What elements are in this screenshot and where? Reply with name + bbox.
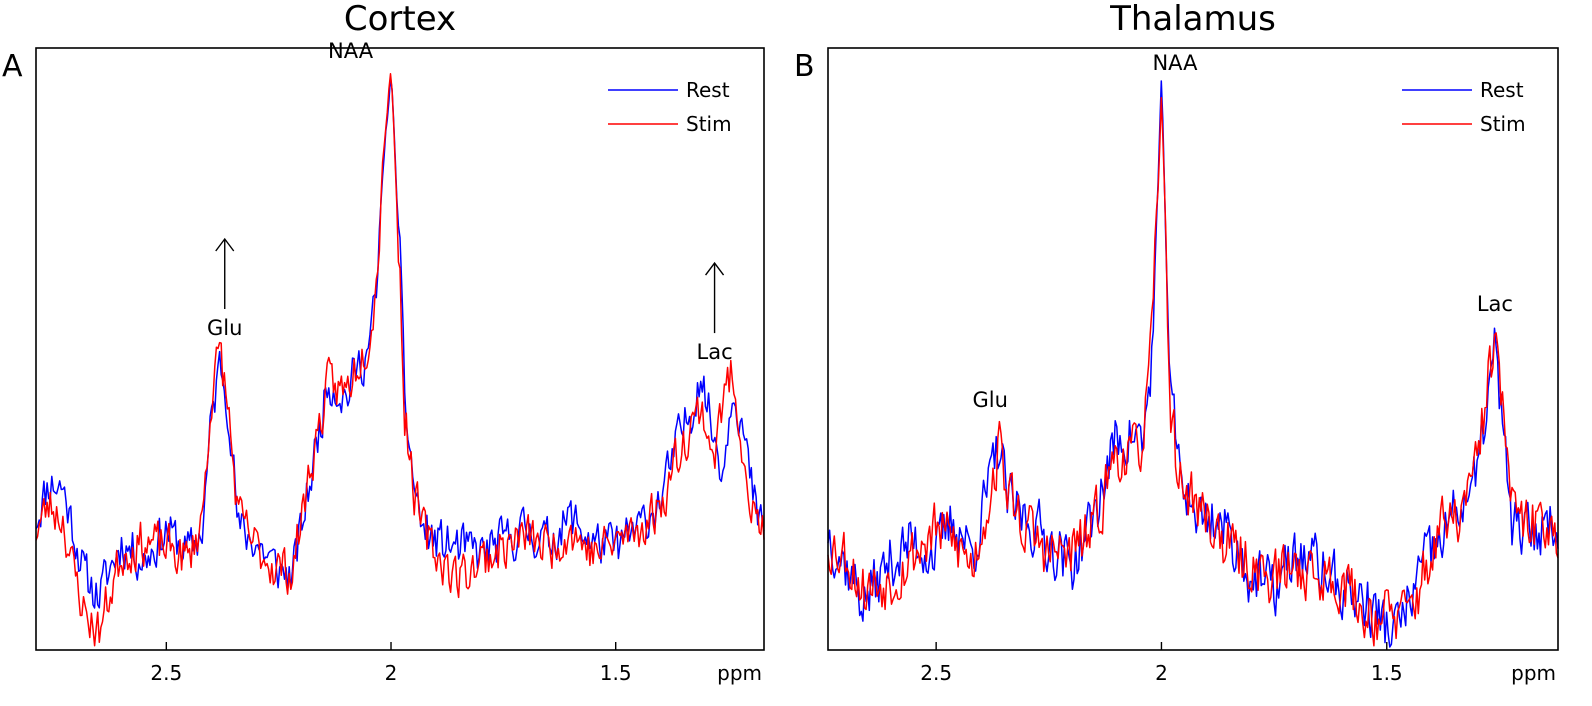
panel-thalamus-tick-label-1.5: 1.5 <box>1371 661 1403 685</box>
panel-thalamus-annotation-naa: NAA <box>1152 51 1198 75</box>
panel-cortex-series-stim <box>35 73 765 647</box>
panel-cortex-annotation-lac-arrow-head <box>705 261 725 276</box>
panel-cortex-legend-label-stim: Stim <box>686 112 732 136</box>
panel-thalamus-series-stim <box>827 96 1559 647</box>
panel-cortex-tick-label-2: 2 <box>385 661 398 685</box>
panel-cortex-annotation-lac: Lac <box>697 340 733 364</box>
panel-cortex-annotation-glu-arrow-head <box>215 237 235 252</box>
panel-cortex-tick-label-1.5: 1.5 <box>600 661 632 685</box>
panel-cortex-title: Cortex <box>344 0 456 39</box>
panel-cortex-plot-frame <box>35 47 765 651</box>
panel-thalamus-series-rest <box>827 80 1559 648</box>
panel-thalamus-legend-label-stim: Stim <box>1480 112 1526 136</box>
panel-thalamus-tick-label-2: 2 <box>1155 661 1168 685</box>
panel-cortex-annotation-naa: NAA <box>328 39 374 63</box>
panel-thalamus-xlabel: ppm <box>1511 661 1556 685</box>
panel-thalamus-label: B <box>794 49 815 84</box>
panel-thalamus-title: Thalamus <box>1109 0 1276 39</box>
panel-thalamus-annotation-glu: Glu <box>973 388 1008 412</box>
panel-cortex-xlabel: ppm <box>717 661 762 685</box>
panel-thalamus-legend-label-rest: Rest <box>1480 78 1524 102</box>
panel-cortex-legend-label-rest: Rest <box>686 78 730 102</box>
panel-cortex-series-rest <box>35 76 765 609</box>
panel-thalamus-tick-label-2.5: 2.5 <box>920 661 952 685</box>
panel-cortex-tick-label-2.5: 2.5 <box>150 661 182 685</box>
panel-thalamus-plot-frame <box>827 47 1559 651</box>
panel-cortex-annotation-glu: Glu <box>207 316 242 340</box>
panel-thalamus-annotation-lac: Lac <box>1477 292 1513 316</box>
panel-cortex-label: A <box>2 49 23 84</box>
